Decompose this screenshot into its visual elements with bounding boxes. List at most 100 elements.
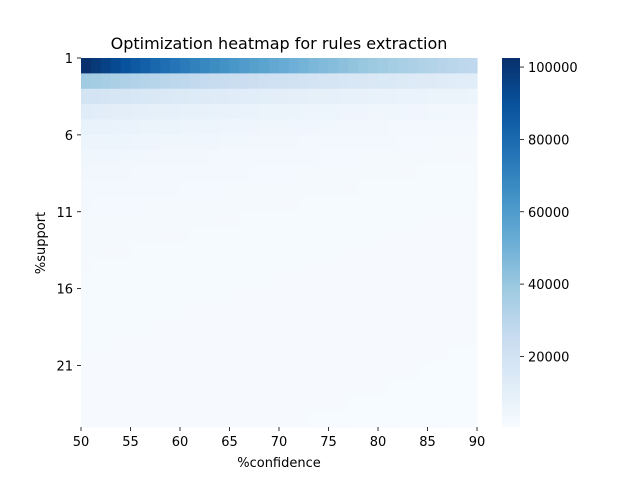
heatmap-cell — [160, 304, 171, 320]
heatmap-cell — [417, 104, 429, 121]
heatmap-cell — [397, 334, 409, 351]
heatmap-cell — [110, 304, 122, 320]
heatmap-cell — [249, 319, 260, 336]
heatmap-cell — [397, 411, 409, 428]
heatmap-cell — [447, 181, 458, 197]
heatmap-cell — [457, 365, 468, 382]
heatmap-cell — [279, 119, 290, 136]
heatmap-cell — [110, 288, 122, 305]
heatmap-cell — [318, 165, 330, 182]
heatmap-cell — [209, 104, 221, 121]
heatmap-cell — [269, 119, 280, 136]
heatmap-cell — [467, 150, 478, 167]
heatmap-cell — [378, 165, 389, 182]
heatmap-cell — [199, 273, 211, 290]
heatmap-cell — [368, 242, 379, 259]
heatmap-cell — [259, 380, 270, 397]
heatmap-cell — [170, 104, 181, 121]
x-axis-label: %confidence — [237, 456, 321, 471]
heatmap-cell — [437, 119, 448, 136]
heatmap-cell — [288, 273, 300, 290]
heatmap-cell — [397, 58, 409, 74]
heatmap-cell — [239, 196, 250, 213]
heatmap-cell — [308, 196, 320, 213]
heatmap-cell — [170, 58, 181, 74]
heatmap-cell — [397, 396, 409, 413]
heatmap-cell — [81, 119, 92, 136]
heatmap-cell — [397, 304, 409, 320]
heatmap-cell — [397, 134, 409, 151]
heatmap-cell — [100, 411, 112, 428]
heatmap-cell — [338, 181, 349, 197]
heatmap-cell — [209, 319, 221, 336]
heatmap-cell — [467, 181, 478, 197]
heatmap-cell — [457, 104, 468, 121]
heatmap-cell — [150, 319, 161, 336]
heatmap-cell — [318, 365, 330, 382]
heatmap-cell — [249, 365, 260, 382]
colorbar-ticks: 20000 40000 60000 80000 100000 — [520, 61, 578, 365]
heatmap-cell — [239, 350, 250, 367]
heatmap-cell — [100, 304, 112, 320]
heatmap-cell — [130, 150, 141, 167]
heatmap-cell — [189, 196, 201, 213]
heatmap-cell — [180, 150, 191, 167]
heatmap-cell — [160, 150, 171, 167]
heatmap-cell — [308, 411, 320, 428]
heatmap-cell — [189, 58, 201, 74]
heatmap-cell — [328, 304, 339, 320]
heatmap-cell — [348, 104, 359, 121]
heatmap-cell — [160, 73, 171, 90]
heatmap-cell — [427, 273, 438, 290]
heatmap-cell — [160, 257, 171, 274]
heatmap-cell — [407, 165, 419, 182]
heatmap-cell — [130, 104, 141, 121]
heatmap-cell — [378, 350, 389, 367]
heatmap-cell — [90, 88, 102, 105]
heatmap-cell — [308, 227, 320, 244]
heatmap-cell — [120, 181, 132, 197]
heatmap-cell — [229, 242, 240, 259]
heatmap-cell — [407, 181, 419, 197]
heatmap-cell — [308, 365, 320, 382]
heatmap-cell — [110, 73, 122, 90]
heatmap-cell — [81, 304, 92, 320]
heatmap-cell — [308, 396, 320, 413]
heatmap-cell — [298, 380, 310, 397]
heatmap-cell — [81, 134, 92, 151]
heatmap-cell — [170, 380, 181, 397]
heatmap-cell — [397, 150, 409, 167]
heatmap-cell — [387, 242, 399, 259]
heatmap-cell — [269, 227, 280, 244]
heatmap-cell — [209, 288, 221, 305]
heatmap-cell — [120, 273, 132, 290]
heatmap-cell — [130, 227, 141, 244]
heatmap-cell — [150, 350, 161, 367]
heatmap-cell — [358, 396, 369, 413]
heatmap-cell — [467, 196, 478, 213]
heatmap-cell — [308, 104, 320, 121]
heatmap-cell — [447, 88, 458, 105]
heatmap-cell — [407, 365, 419, 382]
heatmap-cell — [120, 150, 132, 167]
heatmap-cell — [288, 58, 300, 74]
heatmap-cell — [150, 304, 161, 320]
heatmap-cell — [368, 350, 379, 367]
heatmap-cell — [298, 88, 310, 105]
heatmap-cell — [358, 196, 369, 213]
heatmap-cell — [387, 334, 399, 351]
heatmap-cell — [308, 288, 320, 305]
y-tick-label: 21 — [56, 360, 73, 375]
heatmap-cell — [288, 196, 300, 213]
heatmap-cell — [150, 165, 161, 182]
heatmap-cell — [378, 196, 389, 213]
heatmap-cell — [90, 119, 102, 136]
heatmap-cell — [417, 380, 429, 397]
heatmap-cell — [269, 104, 280, 121]
heatmap-cell — [417, 334, 429, 351]
heatmap-cell — [130, 273, 141, 290]
heatmap-cell — [457, 288, 468, 305]
heatmap-cell — [447, 396, 458, 413]
heatmap-cell — [457, 196, 468, 213]
